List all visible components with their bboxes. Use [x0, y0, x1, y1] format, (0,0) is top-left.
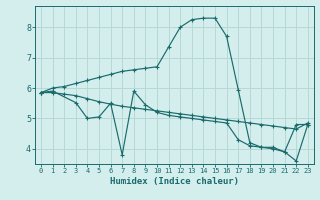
X-axis label: Humidex (Indice chaleur): Humidex (Indice chaleur)	[110, 177, 239, 186]
